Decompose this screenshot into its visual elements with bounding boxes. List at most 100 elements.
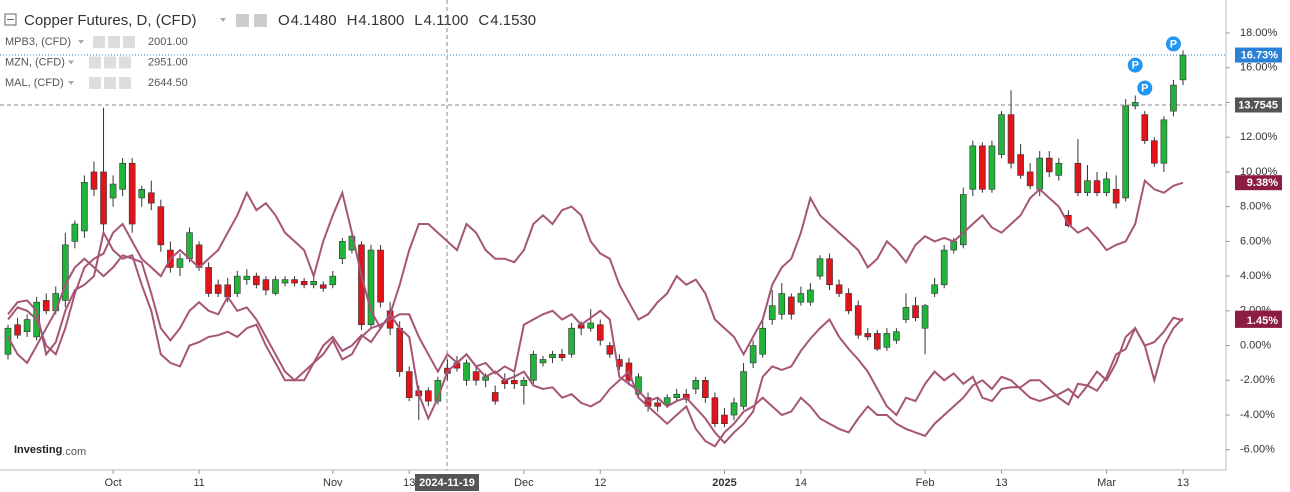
candle-body: [912, 305, 919, 319]
candle-body: [778, 293, 786, 315]
crosshair-x-bg: [415, 474, 479, 491]
y-tick-label: 4.00%: [1240, 270, 1271, 282]
candle-body: [233, 275, 241, 294]
compare-icon[interactable]: [119, 56, 131, 69]
x-tick-label: Dec: [514, 477, 534, 489]
candle-body: [100, 171, 107, 225]
x-tick-label: 12: [594, 477, 606, 489]
y-tick-label: 12.00%: [1240, 131, 1278, 143]
candle-body: [14, 324, 21, 336]
crosshair-y-bg: [1235, 97, 1282, 113]
candle-body: [749, 345, 757, 364]
compare-line: [7, 229, 1184, 448]
y-tick-label: 8.00%: [1240, 201, 1271, 213]
candle-body: [998, 114, 1005, 155]
compare-badge-bg: [1235, 312, 1282, 328]
y-tick-label: 10.00%: [1240, 166, 1278, 178]
ohlc-key: H: [347, 12, 358, 29]
candle-body: [1141, 114, 1149, 141]
candle-body: [587, 322, 595, 329]
candle-body: [1045, 157, 1053, 173]
candle-body: [797, 293, 805, 303]
ohlc-value: 4.1100: [424, 12, 469, 29]
candle-body: [157, 206, 165, 246]
event-marker[interactable]: [1165, 36, 1181, 52]
compare-icon[interactable]: [89, 77, 101, 89]
dropdown-icon: [78, 40, 84, 44]
candle-body: [128, 162, 136, 225]
compare-icon[interactable]: [123, 36, 135, 48]
candle-body: [262, 279, 270, 291]
x-tick-label: Nov: [323, 477, 343, 489]
x-tick-label: 13: [995, 477, 1007, 489]
candle-body: [940, 249, 948, 286]
candle-body: [472, 371, 480, 381]
candle-body: [310, 281, 317, 286]
candle-body: [816, 258, 824, 277]
candle-body: [377, 249, 384, 303]
x-tick-label: 13: [403, 477, 415, 489]
candle-body: [1151, 140, 1158, 164]
compare-line: [7, 178, 1184, 357]
compare-name: MZN, (CFD): [5, 56, 65, 68]
candle-body: [893, 331, 900, 341]
ohlc-key: L: [414, 12, 422, 29]
candle-body: [272, 279, 279, 294]
event-label: P: [1141, 82, 1148, 94]
compare-icon[interactable]: [104, 77, 116, 89]
candle-body: [568, 327, 575, 355]
candle-body: [405, 371, 413, 398]
candle-body: [1170, 84, 1177, 112]
candle-body: [81, 182, 88, 232]
candle-body: [62, 244, 69, 301]
ohlc-value: 4.1530: [490, 12, 536, 29]
compare-name: MPB3, (CFD): [5, 36, 71, 48]
candle-body: [186, 232, 193, 260]
candle-body: [969, 145, 977, 190]
x-tick-label: 13: [1177, 477, 1189, 489]
settings-icon[interactable]: [236, 14, 249, 27]
candle-body: [979, 145, 986, 190]
candle-body: [1055, 162, 1063, 176]
x-tick-label: Feb: [916, 477, 935, 489]
compare-icon[interactable]: [93, 36, 105, 48]
candle-body: [253, 275, 260, 286]
candle-body: [759, 327, 766, 355]
crosshair-y-label: 13.7545: [1238, 99, 1278, 111]
candle-body: [673, 393, 680, 398]
y-tick-label: -4.00%: [1240, 409, 1275, 421]
candle-body: [1103, 178, 1110, 194]
dropdown-icon: [68, 81, 74, 85]
candle-body: [807, 289, 814, 303]
y-tick-label: 6.00%: [1240, 235, 1271, 247]
candle-body: [711, 397, 719, 425]
compare-badge: 9.38%: [1247, 177, 1278, 189]
candle-body: [243, 275, 251, 280]
candle-body: [214, 284, 222, 294]
compare-icon[interactable]: [119, 77, 131, 89]
candle-body: [768, 305, 776, 320]
collapse-icon[interactable]: [4, 13, 17, 26]
candle-body: [845, 293, 852, 312]
dropdown-icon: [220, 18, 226, 22]
candle-body: [71, 223, 79, 242]
x-tick-label: Mar: [1097, 477, 1116, 489]
candle-body: [874, 333, 881, 350]
x-tick-label: 11: [193, 477, 204, 489]
compare-badge-bg: [1235, 175, 1282, 191]
settings-icon[interactable]: [254, 14, 267, 27]
candle-body: [109, 183, 117, 199]
x-tick-label: 2025: [712, 477, 736, 489]
event-marker[interactable]: [1127, 57, 1143, 73]
candle-body: [654, 402, 661, 407]
event-marker[interactable]: [1137, 80, 1153, 96]
ohlc-key: O: [278, 12, 290, 29]
candle-body: [1179, 54, 1187, 81]
candle-body: [1093, 180, 1101, 194]
compare-icon[interactable]: [104, 56, 116, 69]
compare-icon[interactable]: [108, 36, 120, 48]
candle-body: [864, 333, 872, 338]
compare-icon[interactable]: [89, 56, 101, 69]
